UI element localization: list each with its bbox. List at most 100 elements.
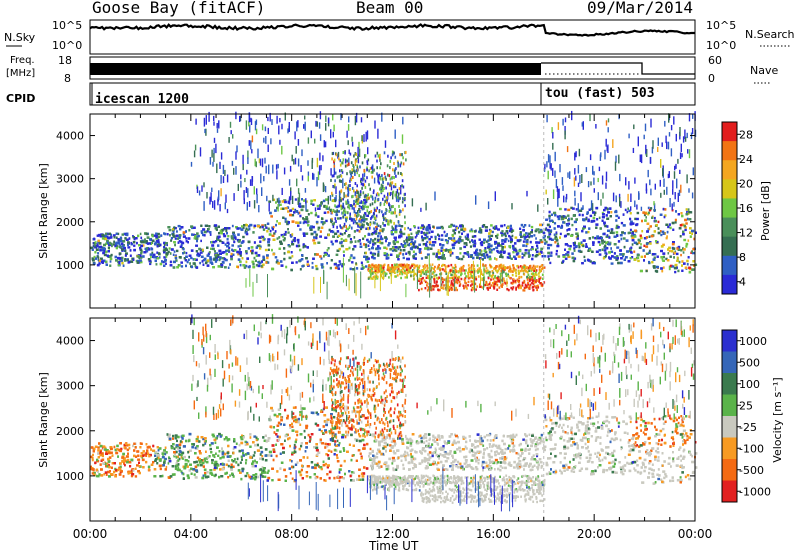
- data-cell: [185, 264, 187, 268]
- data-cell: [368, 196, 370, 200]
- data-cell: [255, 128, 258, 135]
- data-cell: [575, 175, 577, 181]
- data-cell: [265, 261, 268, 264]
- data-cell: [402, 208, 404, 212]
- data-cell: [580, 241, 583, 244]
- data-cell: [466, 253, 470, 256]
- data-cell: [410, 236, 414, 239]
- data-cell: [365, 255, 369, 259]
- data-cell: [396, 263, 398, 266]
- data-cell: [400, 243, 403, 246]
- data-cell: [573, 244, 576, 247]
- data-cell: [314, 207, 317, 212]
- data-cell: [391, 211, 393, 215]
- data-cell: [347, 235, 351, 238]
- data-cell: [356, 168, 359, 172]
- data-cell: [113, 240, 115, 243]
- data-cell: [310, 199, 313, 203]
- data-cell: [640, 206, 643, 211]
- data-cell: [546, 223, 550, 227]
- data-cell: [244, 264, 248, 268]
- data-cell: [363, 183, 366, 187]
- data-cell: [306, 263, 310, 266]
- data-cell: [345, 229, 348, 232]
- data-cell: [352, 268, 356, 271]
- data-cell: [256, 188, 258, 195]
- data-cell: [588, 247, 591, 250]
- data-cell: [215, 143, 217, 154]
- data-cell: [343, 254, 345, 257]
- data-cell: [545, 189, 547, 195]
- data-cell: [339, 204, 342, 208]
- data-cell: [643, 259, 645, 262]
- data-cell: [645, 144, 647, 154]
- data-cell: [562, 118, 564, 126]
- data-cell: [548, 237, 552, 241]
- data-cell: [343, 207, 346, 210]
- data-cell: [310, 225, 313, 228]
- data-cell: [393, 185, 395, 189]
- date-title: 09/Mar/2014: [587, 0, 693, 17]
- data-cell: [377, 128, 379, 134]
- data-cell: [288, 122, 290, 132]
- data-cell: [564, 208, 567, 211]
- data-cell: [93, 262, 96, 265]
- data-cell: [350, 204, 352, 207]
- data-cell: [104, 237, 107, 241]
- data-cell: [209, 258, 213, 261]
- data-cell: [603, 240, 606, 244]
- data-cell: [458, 237, 462, 241]
- data-cell: [662, 168, 664, 177]
- data-cell: [118, 257, 121, 260]
- data-cell: [688, 271, 692, 274]
- data-cell: [357, 213, 359, 217]
- data-cell: [257, 225, 260, 228]
- data-cell: [320, 165, 322, 171]
- data-cell: [426, 240, 429, 244]
- data-cell: [376, 247, 379, 250]
- data-cell: [337, 264, 340, 267]
- data-cell: [688, 113, 691, 122]
- data-cell: [347, 199, 349, 203]
- data-cell: [594, 261, 596, 265]
- data-cell: [575, 236, 578, 239]
- data-cell: [211, 149, 213, 158]
- data-cell: [200, 255, 204, 258]
- data-cell: [669, 198, 671, 208]
- data-cell: [487, 239, 490, 242]
- data-cell: [191, 233, 194, 236]
- data-cell: [500, 231, 504, 235]
- data-cell: [278, 247, 281, 250]
- data-cell: [133, 248, 136, 252]
- data-cell: [214, 227, 217, 230]
- data-cell: [677, 248, 681, 251]
- data-cell: [290, 191, 292, 200]
- data-cell: [680, 184, 682, 193]
- data-cell: [541, 273, 544, 276]
- data-cell: [398, 252, 401, 255]
- data-cell: [217, 198, 219, 206]
- data-cell: [475, 248, 479, 252]
- data-cell: [668, 249, 671, 253]
- data-cell: [428, 226, 431, 229]
- data-cell: [333, 158, 336, 162]
- data-cell: [206, 264, 210, 267]
- data-cell: [155, 235, 158, 239]
- data-cell: [335, 253, 339, 256]
- data-cell: [217, 235, 221, 238]
- data-cell: [530, 275, 533, 279]
- data-cell: [660, 192, 662, 198]
- data-cell: [509, 227, 513, 231]
- data-cell: [340, 199, 342, 203]
- data-cell: [550, 229, 553, 232]
- data-cell: [140, 240, 144, 244]
- data-cell: [328, 228, 331, 232]
- data-cell: [433, 241, 437, 244]
- data-cell: [386, 164, 389, 168]
- data-cell: [494, 269, 497, 272]
- station-title: Goose Bay (fitACF): [92, 0, 265, 17]
- data-cell: [466, 238, 470, 241]
- data-cell: [372, 243, 375, 246]
- data-cell: [200, 230, 203, 233]
- data-cell: [370, 238, 372, 241]
